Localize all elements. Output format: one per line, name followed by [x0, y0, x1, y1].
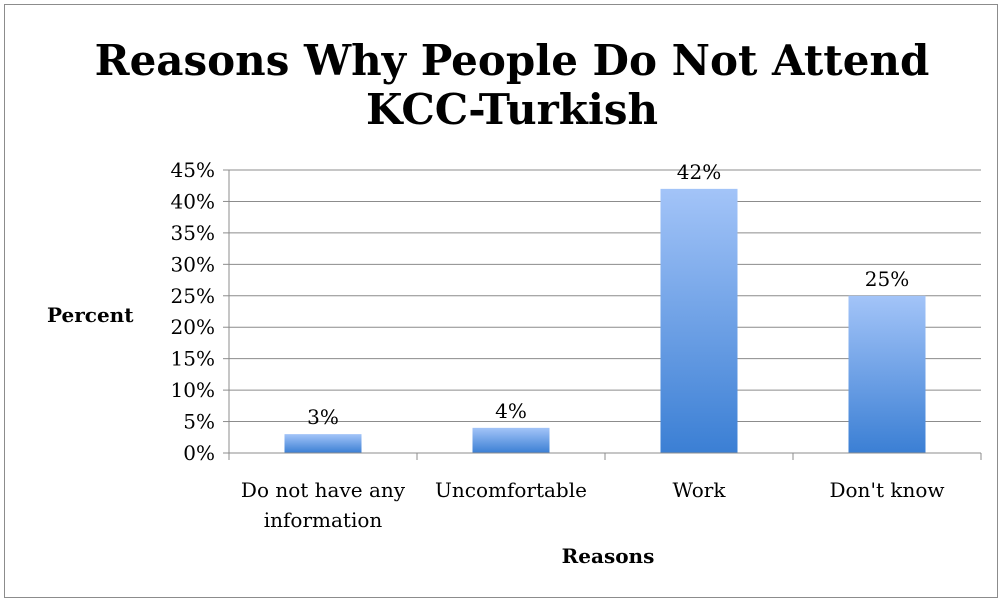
data-labels: 3% 4% 42% 25% [307, 160, 909, 429]
bar [472, 427, 550, 453]
data-label: 3% [307, 405, 339, 429]
bar [848, 295, 926, 453]
x-axis [228, 170, 982, 460]
x-tick-label: information [264, 508, 383, 532]
data-label: 42% [677, 160, 721, 184]
x-tick-label: Work [673, 478, 727, 502]
bar [284, 434, 362, 453]
bars [284, 188, 926, 453]
x-axis-tick-labels: Do not have any information Uncomfortable W… [241, 478, 945, 532]
data-label: 25% [865, 267, 909, 291]
chart-title-line-2: KCC-Turkish [366, 85, 658, 134]
chart-frame [4, 4, 998, 598]
bar [660, 188, 738, 453]
y-tick-label: 5% [183, 410, 215, 434]
y-tick-label: 35% [171, 221, 215, 245]
x-tick-label: Uncomfortable [435, 478, 587, 502]
y-tick-label: 45% [171, 158, 215, 182]
y-tick-label: 15% [171, 347, 215, 371]
y-tick-label: 0% [183, 441, 215, 465]
y-axis-title: Percent [47, 303, 134, 327]
y-tick-label: 30% [171, 252, 215, 276]
x-tick-label: Do not have any [241, 478, 406, 502]
y-tick-label: 20% [171, 315, 215, 339]
chart-title-line-1: Reasons Why People Do Not Attend [95, 36, 930, 85]
y-tick-label: 25% [171, 284, 215, 308]
y-tick-label: 10% [171, 378, 215, 402]
y-tick-label: 40% [171, 189, 215, 213]
x-axis-title: Reasons [562, 544, 655, 568]
x-tick-label: Don't know [829, 478, 944, 502]
y-axis-tick-labels: 0% 5% 10% 15% 20% 25% 30% 35% 40% 45% [171, 158, 215, 465]
data-label: 4% [495, 399, 527, 423]
